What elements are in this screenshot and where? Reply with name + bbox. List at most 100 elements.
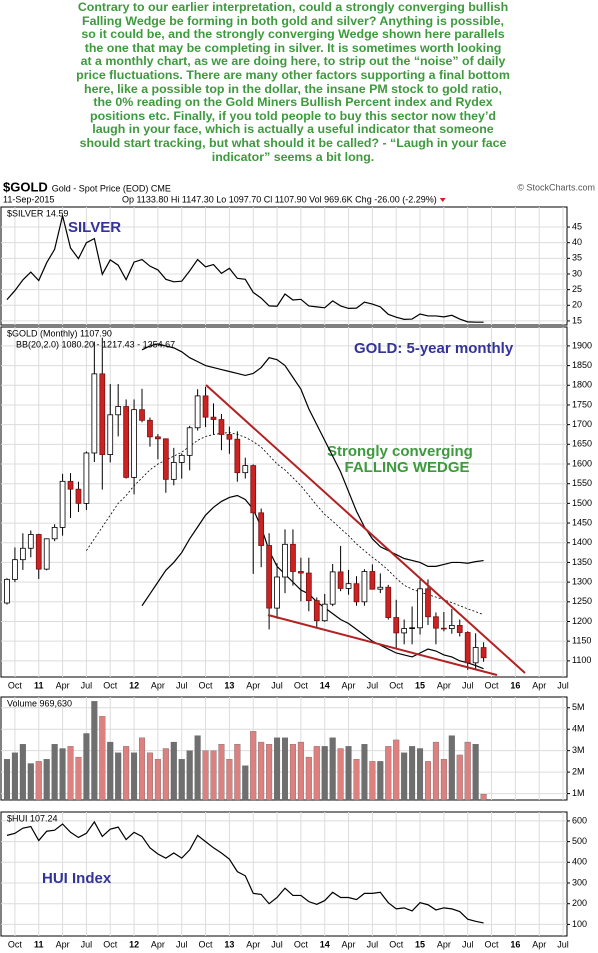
candle-body bbox=[131, 409, 137, 478]
candle-body bbox=[258, 512, 265, 546]
candle-body bbox=[448, 625, 455, 629]
y-tick-label: 1650 bbox=[572, 439, 592, 449]
x-tick-label: Jul bbox=[81, 680, 93, 690]
x-tick-label: Apr bbox=[437, 680, 451, 690]
candle-body bbox=[329, 571, 336, 605]
volume-bar bbox=[424, 761, 431, 801]
candle-body bbox=[35, 534, 42, 570]
y-tick-label: 1700 bbox=[572, 419, 592, 429]
candle-body bbox=[337, 571, 344, 589]
y-tick-label: 25 bbox=[572, 284, 582, 294]
panel-title: GOLD: 5-year monthly bbox=[354, 340, 514, 357]
y-tick-label: 200 bbox=[572, 898, 587, 908]
y-tick-label: 1350 bbox=[572, 557, 592, 567]
article-line: the one that may be completing in silver… bbox=[84, 40, 502, 55]
date: 11-Sep-2015 bbox=[3, 194, 54, 204]
volume-bar bbox=[3, 759, 10, 801]
x-tick-label: 16 bbox=[510, 680, 520, 690]
volume-bar bbox=[266, 744, 273, 801]
candle-body bbox=[425, 588, 431, 618]
candle-body bbox=[417, 588, 423, 629]
wedge-upper-line bbox=[205, 384, 526, 674]
x-tick-label: 12 bbox=[129, 939, 139, 949]
candle-body bbox=[282, 543, 288, 578]
volume-bar bbox=[43, 759, 50, 801]
candle-body bbox=[393, 617, 400, 634]
candle-body bbox=[409, 627, 415, 629]
volume-bar bbox=[218, 744, 225, 801]
volume-bar bbox=[329, 737, 336, 801]
candle-body bbox=[266, 545, 272, 609]
candle-body bbox=[298, 571, 304, 574]
candle-body bbox=[19, 547, 26, 561]
volume-bar bbox=[417, 748, 424, 801]
candle-body bbox=[178, 454, 185, 463]
volume-bar bbox=[234, 744, 241, 801]
x-tick-label: 12 bbox=[129, 680, 139, 690]
y-tick-label: 1550 bbox=[572, 478, 592, 488]
article-line: should start tracking, but what should i… bbox=[79, 135, 507, 150]
y-tick-label: 1750 bbox=[572, 399, 592, 409]
wedge-lower-line bbox=[267, 614, 498, 676]
x-tick-label: Jul bbox=[176, 680, 188, 690]
x-tick-label: Apr bbox=[56, 680, 70, 690]
volume-bar bbox=[250, 731, 257, 801]
source: © StockCharts.com bbox=[517, 182, 595, 192]
y-tick-label: 1400 bbox=[572, 537, 592, 547]
article-line: laugh in your face, which is actually a … bbox=[92, 122, 494, 137]
article-line: so it could be, and the strongly converg… bbox=[81, 27, 505, 42]
candle-body bbox=[274, 576, 280, 609]
y-tick-label: 1300 bbox=[572, 576, 592, 586]
y-tick-label: 45 bbox=[572, 221, 582, 231]
y-tick-label: 400 bbox=[572, 857, 587, 867]
volume-bar bbox=[91, 701, 98, 801]
y-tick-label: 5M bbox=[572, 702, 585, 712]
panel-title: HUI Index bbox=[42, 870, 112, 887]
candle-body bbox=[464, 632, 471, 664]
y-tick-label: 600 bbox=[572, 815, 587, 825]
x-tick-label: Apr bbox=[437, 939, 451, 949]
volume-bar bbox=[186, 750, 193, 801]
volume-bar bbox=[154, 759, 161, 801]
volume-bar bbox=[11, 752, 18, 801]
panel-label: $GOLD (Monthly) 1107.90 bbox=[7, 328, 112, 338]
volume-bar bbox=[377, 761, 384, 801]
description: Gold - Spot Price (EOD) CME bbox=[52, 183, 171, 193]
y-tick-label: 30 bbox=[572, 268, 582, 278]
y-tick-label: 1150 bbox=[572, 636, 591, 646]
candle-body bbox=[234, 438, 241, 474]
volume-bar bbox=[464, 741, 471, 801]
candle-body bbox=[27, 534, 34, 549]
candle-body bbox=[480, 647, 487, 659]
candle-body bbox=[345, 583, 352, 589]
y-tick-label: 40 bbox=[572, 237, 582, 247]
article-line: price fluctuations. There are many other… bbox=[76, 67, 510, 82]
candle-body bbox=[210, 416, 217, 420]
candle-body bbox=[218, 419, 225, 435]
candle-body bbox=[162, 438, 169, 480]
volume-bar bbox=[35, 761, 42, 801]
candle-body bbox=[99, 373, 106, 455]
y-tick-label: 1600 bbox=[572, 458, 592, 468]
article-line: indicator” seems a bit long. bbox=[211, 149, 375, 164]
article: Contrary to our earlier interpretation, … bbox=[0, 0, 586, 164]
volume-bar bbox=[369, 761, 376, 801]
x-tick-label: Apr bbox=[532, 939, 546, 949]
candle-body bbox=[321, 603, 328, 622]
x-tick-label: 14 bbox=[320, 939, 330, 949]
y-tick-label: 4M bbox=[572, 724, 585, 734]
candle-body bbox=[147, 419, 153, 438]
y-tick-label: 1850 bbox=[572, 360, 592, 370]
x-tick-label: 15 bbox=[415, 939, 425, 949]
volume-bar bbox=[305, 756, 312, 801]
candle-body bbox=[115, 406, 122, 416]
volume-bar bbox=[19, 744, 26, 801]
volume-bar bbox=[242, 765, 249, 801]
candle-body bbox=[441, 627, 447, 630]
volume-bar bbox=[226, 759, 233, 801]
y-tick-label: 15 bbox=[572, 315, 582, 325]
volume-bar bbox=[139, 737, 146, 801]
volume-bar bbox=[385, 746, 392, 801]
candle-body bbox=[4, 578, 10, 604]
volume-bar bbox=[472, 744, 479, 801]
